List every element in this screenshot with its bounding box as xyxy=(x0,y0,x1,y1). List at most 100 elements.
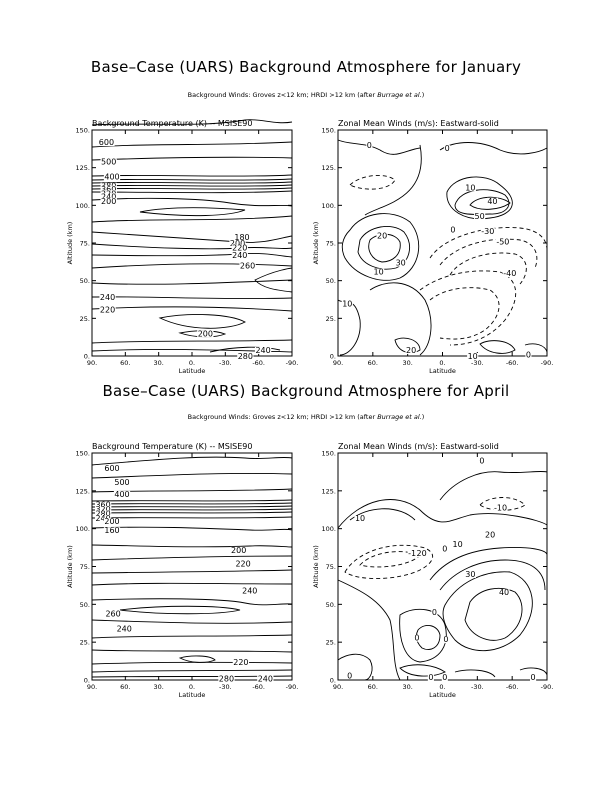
contour-value-label: 10 xyxy=(468,352,478,361)
x-tick-label: -60. xyxy=(506,359,519,367)
contour-line xyxy=(337,579,401,681)
y-tick-label: 25. xyxy=(326,639,336,647)
contour-label-mask xyxy=(103,465,121,473)
contour-value-label: 240 xyxy=(117,625,132,634)
contour-label-mask xyxy=(230,546,247,554)
contour-label-mask xyxy=(100,158,117,166)
contour-value-label: 40 xyxy=(499,588,509,597)
contour-value-label: 0 xyxy=(414,634,419,643)
x-tick-label: 30. xyxy=(153,683,163,691)
contour-value-label: 0 xyxy=(531,673,536,682)
contour-label-mask xyxy=(416,549,428,557)
april-subtitle: Background Winds: Groves z<12 km; HRDI >… xyxy=(0,413,612,421)
contour-line xyxy=(209,346,281,353)
contour-line xyxy=(349,174,396,190)
contour-line xyxy=(364,144,422,216)
contour-line xyxy=(91,253,293,258)
x-tick-label: 30. xyxy=(402,359,412,367)
contour-line xyxy=(464,587,523,641)
contour-value-label: 40 xyxy=(487,197,497,206)
y-tick-label: 125. xyxy=(322,164,336,172)
april-subtitle-citation: Burrage et al. xyxy=(377,413,422,421)
x-tick-label: 90. xyxy=(87,359,97,367)
y-tick-label: 50. xyxy=(326,601,336,609)
contour-label-mask xyxy=(354,515,366,523)
y-tick-label: 75. xyxy=(80,240,90,248)
contour-label-mask xyxy=(231,252,248,260)
y-tick-label: 125. xyxy=(76,164,90,172)
y-tick-label: 150. xyxy=(76,127,90,135)
contour-label-mask xyxy=(407,549,422,557)
contour-line xyxy=(91,598,293,606)
contour-line xyxy=(91,141,293,148)
contour-value-label: 20 xyxy=(406,346,416,355)
contour-line xyxy=(119,605,241,615)
x-tick-label: 30. xyxy=(153,359,163,367)
contour-value-label: 0 xyxy=(428,673,433,682)
contour-line xyxy=(524,343,548,353)
contour-line xyxy=(357,225,411,270)
contour-label-mask xyxy=(239,262,256,270)
contour-line xyxy=(91,508,293,511)
x-tick-label: 90. xyxy=(333,359,343,367)
january-subtitle: Background Winds: Groves z<12 km; HRDI >… xyxy=(0,91,612,99)
contour-value-label: 160 xyxy=(104,526,119,535)
contour-line xyxy=(369,282,432,356)
contour-line xyxy=(91,661,293,665)
contour-value-label: 200 xyxy=(104,517,119,526)
contour-line xyxy=(91,296,293,300)
contour-value-label: 260 xyxy=(105,609,120,618)
contour-line xyxy=(91,511,293,514)
contour-label-mask xyxy=(427,673,434,681)
y-tick-label: 100. xyxy=(322,525,336,533)
x-tick-label: -30. xyxy=(219,359,232,367)
contour-line xyxy=(91,526,293,531)
apr-wind-y-axis-label: Altitude (km) xyxy=(312,545,320,588)
contour-label-mask xyxy=(94,515,112,523)
contour-label-mask xyxy=(530,673,537,681)
contour-line xyxy=(394,337,421,354)
contour-label-mask xyxy=(405,346,417,354)
contour-label-mask xyxy=(241,587,258,595)
january-title: Base–Case (UARS) Background Atmosphere f… xyxy=(90,58,522,76)
y-tick-label: 50. xyxy=(80,277,90,285)
contour-label-mask xyxy=(100,193,117,201)
contour-label-mask xyxy=(474,212,486,220)
contour-label-mask xyxy=(373,268,385,276)
contour-value-label: 0 xyxy=(443,635,448,644)
contour-line xyxy=(91,505,293,508)
jan-wind-y-axis-label: Altitude (km) xyxy=(312,222,320,265)
x-tick-label: -30. xyxy=(219,683,232,691)
contour-line xyxy=(419,270,517,346)
contour-label-mask xyxy=(94,501,112,509)
jan-temperature-x-axis-label: Latitude xyxy=(179,367,206,375)
contour-value-label: 260 xyxy=(240,262,255,271)
y-tick-label: 0. xyxy=(84,677,90,685)
contour-line xyxy=(91,231,293,243)
y-tick-label: 25. xyxy=(326,315,336,323)
contour-value-label: 240 xyxy=(232,251,247,260)
contour-label-mask xyxy=(484,531,496,539)
contour-label-mask xyxy=(254,346,272,354)
contour-value-label: -50 xyxy=(496,237,509,246)
contour-label-mask xyxy=(502,270,517,278)
contour-label-mask xyxy=(103,173,121,181)
contour-line xyxy=(446,176,513,220)
x-tick-label: 60. xyxy=(120,359,130,367)
contour-label-mask xyxy=(431,608,438,616)
x-tick-label: -90. xyxy=(286,359,299,367)
contour-line xyxy=(454,669,496,678)
contour-line xyxy=(91,619,293,624)
contour-value-label: 0 xyxy=(445,144,450,153)
contour-value-label: 0 xyxy=(442,673,447,682)
contour-line xyxy=(337,139,421,155)
contour-line xyxy=(449,252,527,285)
contour-line xyxy=(158,314,246,329)
contour-label-mask xyxy=(94,505,112,513)
jan-temperature-plot-frame xyxy=(91,129,293,357)
contour-label-mask xyxy=(257,675,274,683)
contour-label-mask xyxy=(452,540,464,548)
contour-value-label: 360 xyxy=(95,500,110,509)
contour-value-label: 200 xyxy=(230,239,245,248)
contour-label-mask xyxy=(464,184,476,192)
